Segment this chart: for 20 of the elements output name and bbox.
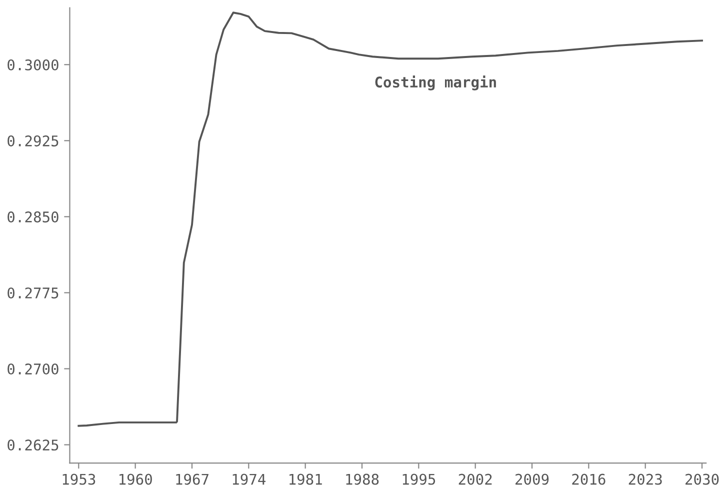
y-tick-label: 0.2925 [8,135,58,146]
x-tick-label: 2002 [458,474,492,485]
y-tick-label: 0.3000 [8,59,58,70]
x-tick-label: 2023 [628,474,662,485]
x-tick-label: 1981 [290,474,322,485]
x-tick-label: 1988 [346,474,379,485]
x-tick-label: 1960 [120,474,152,485]
x-tick-label: 2016 [572,474,606,485]
line-series [78,12,703,427]
x-tick-label: 1967 [176,474,208,485]
x-tick-label: 1953 [62,474,96,485]
y-tick-label: 0.2850 [8,211,58,222]
y-tick-label: 0.2700 [8,363,58,375]
x-tick-label: 1974 [232,474,266,485]
x-tick-label: 2009 [516,474,549,485]
annotation: Costing margin [375,76,496,90]
x-tick-label: 1995 [402,474,436,485]
y-tick-label: 0.2625 [8,440,58,451]
x-tick-label: 2030 [686,474,719,485]
y-tick-label: 0.2775 [8,287,58,298]
